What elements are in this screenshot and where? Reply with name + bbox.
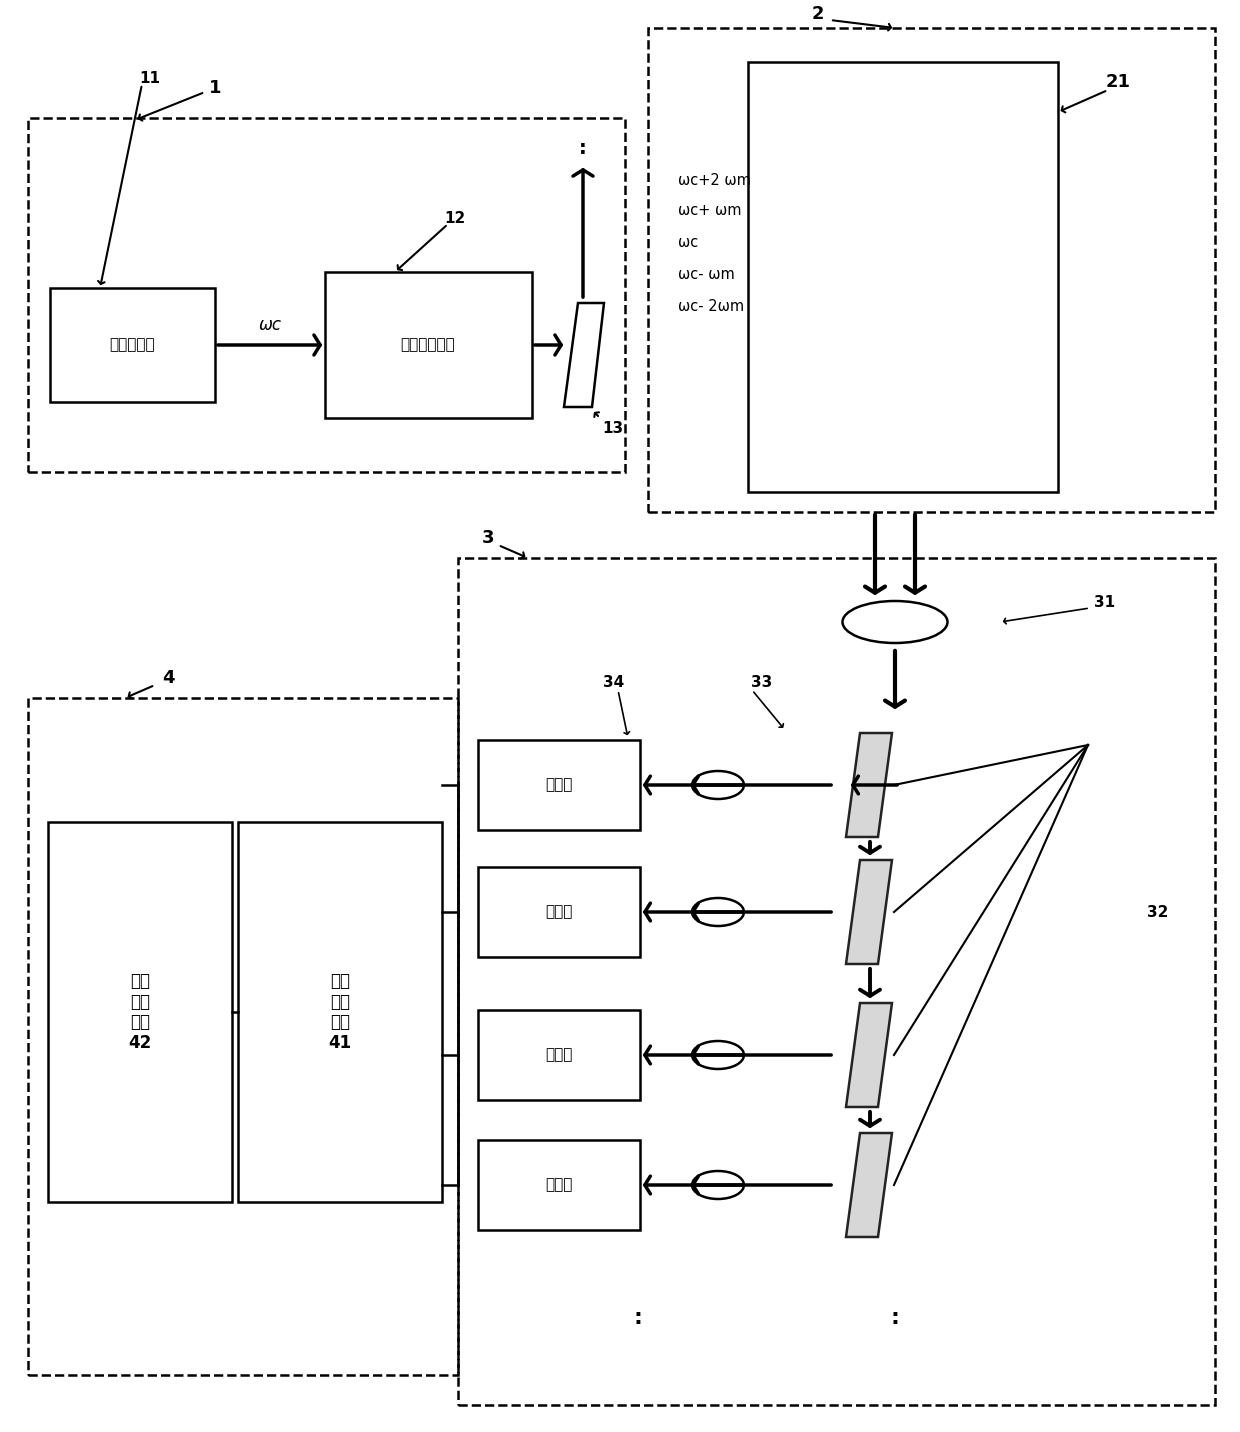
Bar [29,697,458,1375]
Ellipse shape [692,1041,744,1070]
Bar [477,1010,640,1100]
Bar [325,272,532,418]
Text: 数据
采集
单元
41: 数据 采集 单元 41 [329,972,352,1053]
Text: 34: 34 [604,674,625,689]
Polygon shape [846,1133,892,1237]
Text: 2: 2 [812,4,825,23]
Text: :: : [890,1307,899,1327]
Text: 1: 1 [208,79,221,97]
Ellipse shape [692,1171,744,1199]
Bar [458,558,1215,1405]
Bar [477,866,640,957]
Text: 探测器: 探测器 [546,1177,573,1193]
Text: 32: 32 [1147,905,1168,919]
Text: 数据
处理
单元
42: 数据 处理 单元 42 [129,972,151,1053]
Text: 4: 4 [161,669,175,687]
Text: 频率梳激光器: 频率梳激光器 [401,338,455,352]
Bar [29,117,625,473]
Text: 11: 11 [139,70,160,86]
Bar [477,740,640,831]
Polygon shape [846,861,892,964]
Text: ωc- ωm: ωc- ωm [678,266,735,282]
Text: 3: 3 [482,528,495,547]
Bar [649,29,1215,513]
Bar [748,62,1058,493]
Text: ωc+ ωm: ωc+ ωm [678,202,742,218]
Text: :: : [579,139,587,158]
Ellipse shape [842,601,947,643]
Polygon shape [846,733,892,836]
Text: :: : [634,1307,642,1327]
Polygon shape [846,1002,892,1107]
Text: 13: 13 [603,421,624,435]
Text: ωc+2 ωm: ωc+2 ωm [678,172,751,188]
Ellipse shape [692,770,744,799]
Text: 12: 12 [444,211,466,225]
Text: 探测器: 探测器 [546,778,573,792]
Ellipse shape [692,898,744,927]
Text: 探测器: 探测器 [546,1047,573,1063]
Text: ωc: ωc [678,235,698,249]
Text: 21: 21 [1106,73,1131,92]
Text: 33: 33 [751,674,773,689]
Bar [238,822,441,1201]
Bar [50,288,215,402]
Bar [477,1140,640,1230]
Text: 探测器: 探测器 [546,905,573,919]
Text: 31: 31 [1095,594,1116,610]
Bar [48,822,232,1201]
Text: 种子激光器: 种子激光器 [109,338,155,352]
Text: ωc- 2ωm: ωc- 2ωm [678,298,744,314]
Text: ωc: ωc [258,316,281,334]
Polygon shape [564,304,604,407]
